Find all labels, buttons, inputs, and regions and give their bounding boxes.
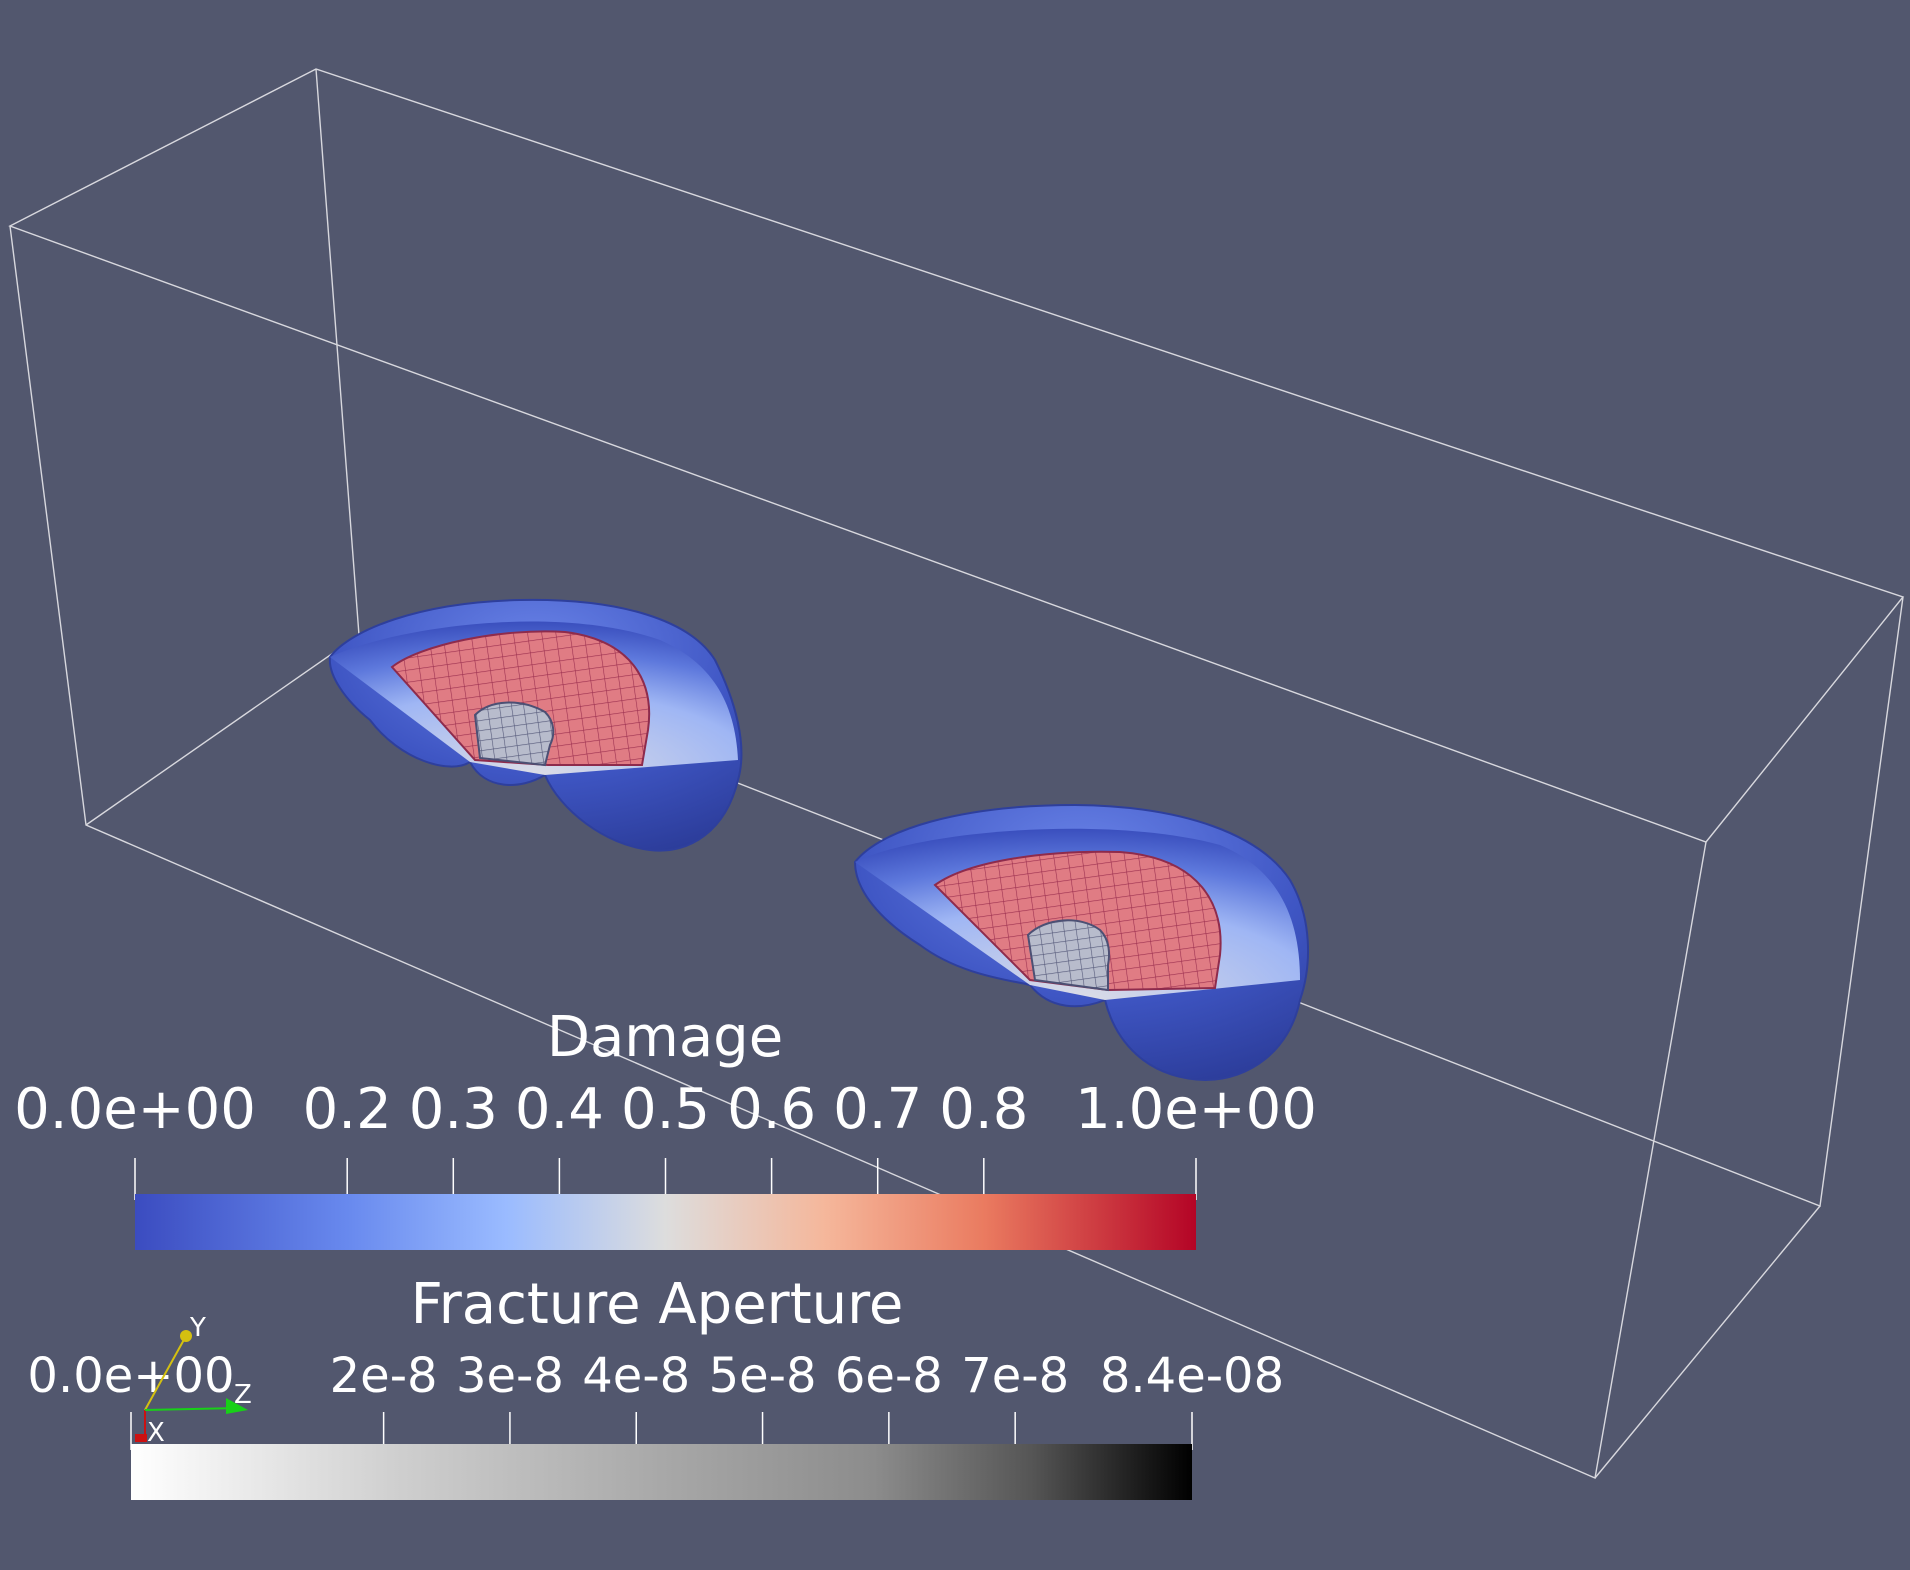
aperture-legend-tick-label: 0.0e+00 [27, 1348, 234, 1404]
x-axis-label: X [147, 1418, 165, 1448]
aperture-legend-title: Fracture Aperture [411, 1272, 904, 1337]
damage-legend-tick-label: 0.4 [515, 1077, 604, 1142]
aperture-legend-tick-label: 6e-8 [835, 1348, 943, 1404]
damage-legend-tick-label: 0.6 [727, 1077, 816, 1142]
z-axis-line [144, 1407, 241, 1411]
damage-legend-tick-label: 0.0e+00 [14, 1077, 256, 1142]
damage-tick-labels: 0.0e+00 0.2 0.3 0.4 0.5 0.6 0.7 0.8 1.0e+00 [14, 1077, 1317, 1142]
aperture-legend[interactable]: Fracture Aperture 0.0e+00 2e-8 3e-8 4e-8 5e-… [27, 1272, 1284, 1500]
box-edge [9, 225, 1707, 1479]
damage-legend-tick-label: 0.5 [621, 1077, 710, 1142]
box-edge [85, 634, 360, 826]
damage-legend-tick-label: 0.7 [833, 1077, 922, 1142]
y-axis-label: Y [189, 1313, 206, 1343]
z-axis-marker [226, 1398, 248, 1414]
aperture-legend-tick-label: 5e-8 [709, 1348, 817, 1404]
aperture-legend-tick-label: 4e-8 [582, 1348, 690, 1404]
damage-legend-title: Damage [547, 1005, 783, 1070]
x-axis-marker [135, 1434, 147, 1442]
y-axis-line [144, 1335, 187, 1411]
aperture-tick-marks [130, 1412, 1193, 1450]
orientation-axes: X Y Z [135, 1313, 252, 1448]
damage-legend-tick-label: 1.0e+00 [1075, 1077, 1317, 1142]
damage-zone-2[interactable] [853, 803, 1310, 1082]
fracture-aperture-core [1026, 919, 1110, 992]
damage-legend-tick-label: 0.2 [303, 1077, 392, 1142]
box-edge [8, 68, 1905, 843]
damage-legend[interactable]: Damage 0.0e+00 0.2 0.3 0.4 0.5 0.6 0.7 0.8 1.0e+… [14, 1005, 1317, 1250]
aperture-legend-tick-label: 3e-8 [456, 1348, 564, 1404]
z-axis-label: Z [234, 1380, 252, 1410]
damage-legend-tick-label: 0.8 [939, 1077, 1028, 1142]
aperture-colorbar [131, 1444, 1192, 1500]
domain-bounding-box [8, 68, 1905, 1479]
damage-zone-1[interactable] [328, 598, 743, 852]
y-axis-marker [180, 1330, 192, 1342]
aperture-legend-tick-label: 7e-8 [961, 1348, 1069, 1404]
box-edge [1594, 1205, 1821, 1479]
damage-colorbar [135, 1194, 1196, 1250]
damage-legend-tick-label: 0.3 [409, 1077, 498, 1142]
aperture-legend-tick-label: 8.4e-08 [1100, 1348, 1284, 1404]
aperture-legend-tick-label: 2e-8 [330, 1348, 438, 1404]
aperture-tick-labels: 0.0e+00 2e-8 3e-8 4e-8 5e-8 6e-8 7e-8 8.4e-08 [27, 1348, 1284, 1404]
fracture-disk [390, 630, 651, 766]
damage-tick-marks [134, 1158, 1197, 1200]
fracture-aperture-core [473, 701, 555, 767]
